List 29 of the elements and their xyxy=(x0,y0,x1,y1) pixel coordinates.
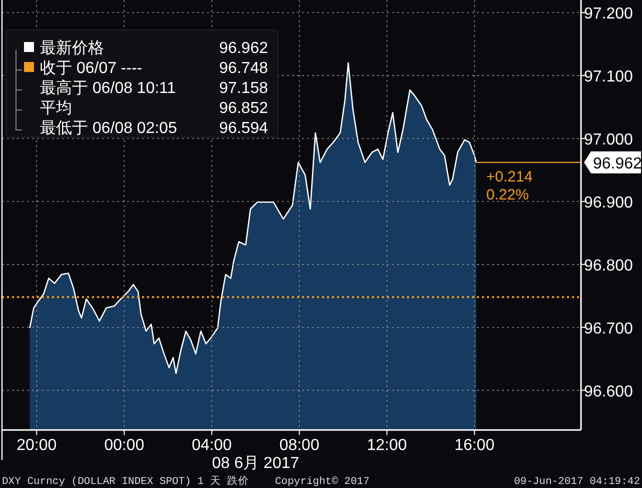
y-tick-label: 97.200 xyxy=(584,6,634,23)
annotation: 97.158 xyxy=(219,80,268,97)
text: 09-Jun-2017 04:19:42 xyxy=(514,476,640,488)
x-tick-label: 04:00 xyxy=(192,437,232,454)
annotation: 96.852 xyxy=(219,100,268,117)
annotation: 96.962 xyxy=(219,40,268,57)
y-tick-label: 96.800 xyxy=(584,257,634,274)
x-tick-label: 00:00 xyxy=(104,437,144,454)
x-axis-title: 08 6月 2017 xyxy=(212,455,300,472)
text: Copyright© 2017 xyxy=(275,476,370,488)
annotation: 96.594 xyxy=(219,120,268,137)
y-tick-label: 97.100 xyxy=(584,68,634,86)
annotation: 最低于 06/08 02:05 xyxy=(40,120,178,137)
y-tick-label: 96.600 xyxy=(584,383,634,400)
y-tick-label: 96.700 xyxy=(584,320,634,338)
annotation: 收于 06/07 ---- xyxy=(40,60,142,77)
annotation: +0.214 xyxy=(486,168,533,186)
y-tick-label: 96.900 xyxy=(584,194,634,212)
x-tick-label: 16:00 xyxy=(454,437,495,454)
annotation: 最高于 06/08 10:11 xyxy=(40,79,176,97)
x-tick-label: 20:00 xyxy=(16,437,57,454)
annotation: 96.748 xyxy=(219,60,268,77)
annotation: 平均 xyxy=(40,100,72,117)
text: DXY Curncy (DOLLAR INDEX SPOT) 1 天 跌价 xyxy=(2,475,250,488)
annotation: 最新价格 xyxy=(40,39,104,57)
x-tick-label: 12:00 xyxy=(366,437,408,454)
annotation: 0.22% xyxy=(486,186,529,204)
x-tick-label: 08:00 xyxy=(279,437,320,454)
y-tick-label: 97.000 xyxy=(584,132,634,149)
